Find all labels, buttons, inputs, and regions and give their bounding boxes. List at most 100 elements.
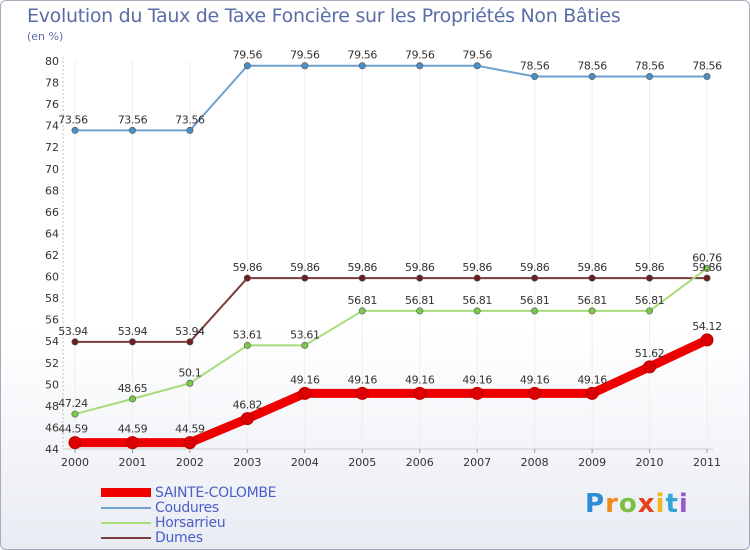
data-point — [186, 126, 194, 134]
data-point — [646, 307, 654, 315]
data-point — [68, 436, 82, 450]
x-tick-label: 2005 — [348, 456, 376, 469]
data-point — [646, 274, 654, 282]
data-point — [128, 395, 136, 403]
y-tick-label: 60 — [45, 271, 59, 284]
data-point — [186, 379, 194, 387]
data-point — [703, 264, 711, 272]
data-label: 59.86 — [348, 261, 378, 274]
y-tick-label: 72 — [45, 141, 59, 154]
data-point — [358, 274, 366, 282]
data-label: 53.94 — [175, 325, 205, 338]
legend-swatch — [101, 521, 151, 524]
series-line-coudures — [74, 64, 708, 132]
y-tick-label: 68 — [45, 184, 59, 197]
data-label: 56.81 — [520, 294, 550, 307]
series-line-sainte-colombe — [70, 335, 712, 448]
data-point — [588, 73, 596, 81]
data-point — [240, 412, 254, 426]
data-label: 44.59 — [175, 423, 205, 436]
data-point — [243, 341, 251, 349]
data-label: 59.86 — [635, 261, 665, 274]
legend-swatch — [101, 506, 151, 509]
data-point — [413, 386, 427, 400]
data-label: 59.86 — [405, 261, 435, 274]
legend-item: Coudures — [101, 500, 276, 516]
data-label: 78.56 — [577, 60, 607, 73]
data-point — [588, 307, 596, 315]
x-tick-label: 2006 — [406, 456, 434, 469]
y-tick-label: 48 — [45, 400, 59, 413]
data-label: 59.86 — [577, 261, 607, 274]
legend-label: Horsarrieu — [155, 514, 226, 531]
x-tick-label: 2007 — [463, 456, 491, 469]
data-point — [531, 73, 539, 81]
data-label: 79.56 — [290, 49, 320, 62]
data-label: 79.56 — [233, 49, 263, 62]
data-label: 56.81 — [577, 294, 607, 307]
data-point — [128, 338, 136, 346]
legend-item: SAINTE-COLOMBE — [101, 484, 277, 501]
data-label: 59.86 — [692, 261, 722, 274]
data-label: 53.94 — [58, 325, 88, 338]
chart-title: Evolution du Taux de Taxe Foncière sur l… — [27, 5, 621, 27]
data-label: 56.81 — [348, 294, 378, 307]
y-tick-label: 66 — [45, 206, 59, 219]
data-point — [128, 126, 136, 134]
y-tick-label: 58 — [45, 292, 59, 305]
data-point — [298, 386, 312, 400]
data-label: 56.81 — [405, 294, 435, 307]
data-label: 49.16 — [577, 373, 607, 386]
data-point — [528, 386, 542, 400]
data-point — [355, 386, 369, 400]
data-point — [125, 436, 139, 450]
data-point — [71, 126, 79, 134]
y-tick-label: 78 — [45, 77, 59, 90]
data-label: 79.56 — [405, 49, 435, 62]
data-point — [531, 274, 539, 282]
y-tick-label: 56 — [45, 314, 59, 327]
x-tick-label: 2004 — [291, 456, 319, 469]
data-point — [470, 386, 484, 400]
data-label: 73.56 — [58, 113, 88, 126]
x-tick-label: 2001 — [118, 456, 146, 469]
data-label: 49.16 — [405, 373, 435, 386]
data-label: 59.86 — [233, 261, 263, 274]
y-tick-label: 50 — [45, 378, 59, 391]
data-label: 51.62 — [635, 347, 665, 360]
data-point — [301, 274, 309, 282]
legend-swatch — [101, 536, 151, 539]
data-point — [473, 274, 481, 282]
data-point — [358, 307, 366, 315]
data-label: 44.59 — [118, 423, 148, 436]
legend-item: Horsarrieu — [101, 514, 276, 531]
y-tick-label: 62 — [45, 249, 59, 262]
legend-swatch — [101, 488, 151, 497]
legend-item: Dumes — [101, 529, 276, 546]
data-point — [358, 62, 366, 70]
data-label: 49.16 — [462, 373, 492, 386]
data-label: 46.82 — [233, 399, 263, 412]
series-line-horsarrieu — [74, 267, 708, 416]
y-tick-label: 44 — [45, 443, 59, 456]
data-point — [416, 274, 424, 282]
y-tick-label: 80 — [45, 55, 59, 68]
legend: SAINTE-COLOMBE Coudures Horsarrieu Dumes — [101, 484, 277, 546]
y-tick-label: 52 — [45, 357, 59, 370]
legend-label: SAINTE-COLOMBE — [155, 484, 277, 501]
y-tick-label: 46 — [45, 421, 59, 434]
data-label: 44.59 — [58, 423, 88, 436]
y-tick-label: 64 — [45, 227, 59, 240]
data-label: 53.61 — [290, 328, 320, 341]
data-label: 48.65 — [118, 382, 148, 395]
data-label: 59.86 — [290, 261, 320, 274]
data-point — [301, 341, 309, 349]
data-point — [646, 73, 654, 81]
series-line-dumes — [74, 277, 708, 343]
x-tick-label: 2008 — [521, 456, 549, 469]
legend-label: Dumes — [155, 529, 203, 546]
y-tick-label: 74 — [45, 120, 59, 133]
data-point — [473, 307, 481, 315]
